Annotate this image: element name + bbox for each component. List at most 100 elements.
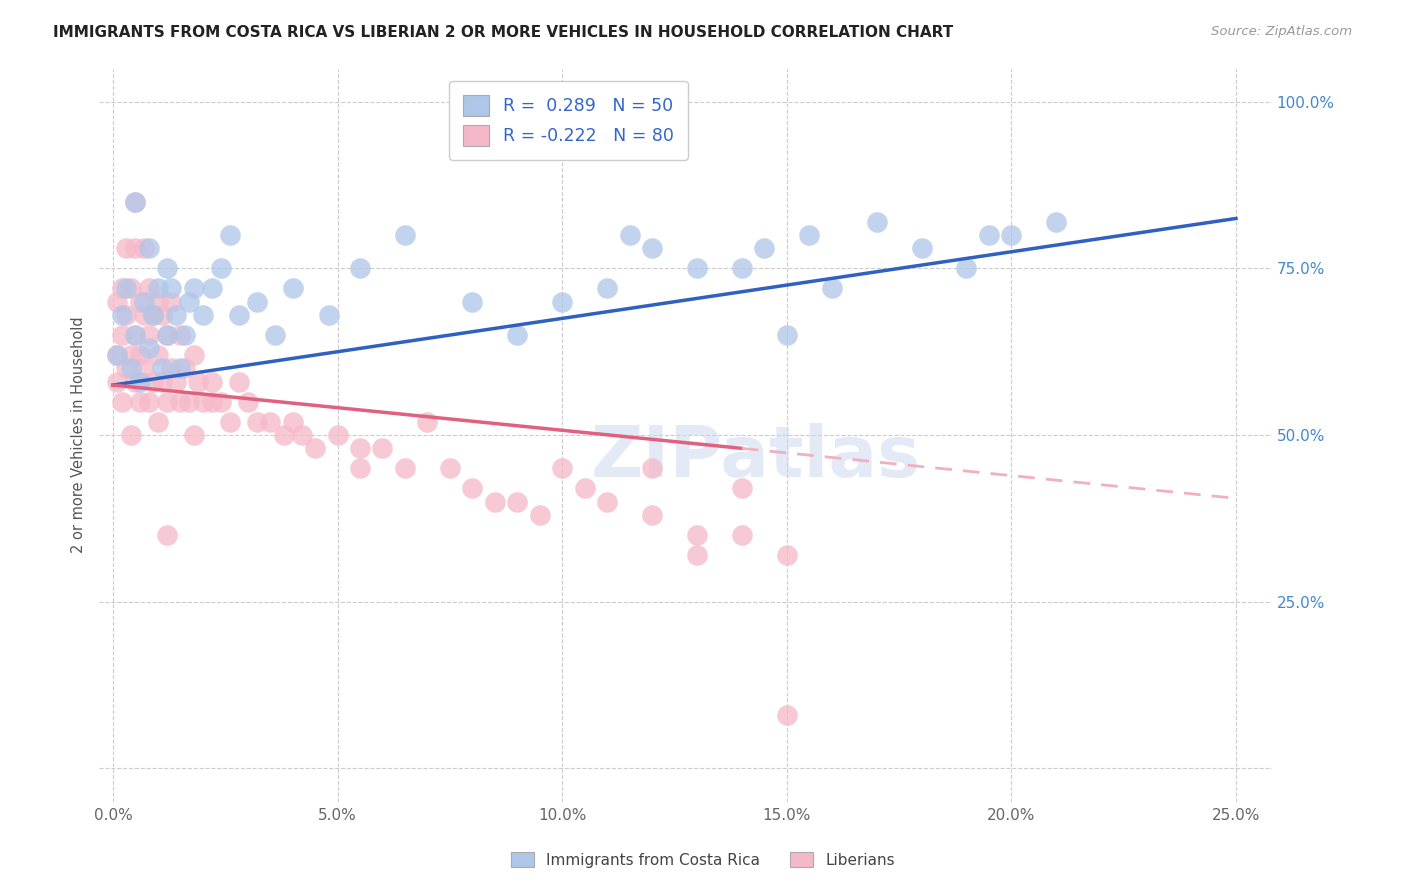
- Point: [142, 308, 165, 322]
- Point: [142, 308, 165, 322]
- Point: [281, 415, 304, 429]
- Point: [1000, 228, 1022, 243]
- Point: [120, 348, 142, 362]
- Point: [128, 294, 150, 309]
- Point: [160, 294, 183, 309]
- Point: [218, 228, 240, 243]
- Point: [128, 394, 150, 409]
- Point: [115, 308, 138, 322]
- Point: [228, 308, 250, 322]
- Point: [349, 442, 371, 456]
- Point: [134, 294, 156, 309]
- Point: [120, 361, 142, 376]
- Point: [910, 242, 932, 256]
- Point: [731, 261, 754, 276]
- Point: [165, 308, 187, 322]
- Point: [686, 261, 709, 276]
- Point: [349, 261, 371, 276]
- Point: [138, 342, 160, 356]
- Point: [326, 428, 349, 442]
- Point: [865, 215, 887, 229]
- Point: [506, 328, 529, 343]
- Point: [111, 328, 134, 343]
- Point: [977, 228, 1000, 243]
- Point: [209, 394, 232, 409]
- Point: [209, 261, 232, 276]
- Point: [179, 294, 201, 309]
- Point: [1045, 215, 1067, 229]
- Point: [686, 548, 709, 562]
- Point: [731, 528, 754, 542]
- Point: [304, 442, 326, 456]
- Point: [128, 375, 150, 389]
- Point: [183, 281, 205, 295]
- Point: [551, 294, 574, 309]
- Point: [128, 348, 150, 362]
- Legend: R =  0.289   N = 50, R = -0.222   N = 80: R = 0.289 N = 50, R = -0.222 N = 80: [449, 81, 688, 160]
- Point: [124, 328, 146, 343]
- Point: [416, 415, 439, 429]
- Point: [799, 228, 821, 243]
- Point: [641, 508, 664, 522]
- Point: [506, 494, 529, 508]
- Point: [273, 428, 295, 442]
- Text: IMMIGRANTS FROM COSTA RICA VS LIBERIAN 2 OR MORE VEHICLES IN HOUSEHOLD CORRELATI: IMMIGRANTS FROM COSTA RICA VS LIBERIAN 2…: [53, 25, 953, 40]
- Point: [461, 481, 484, 495]
- Point: [115, 361, 138, 376]
- Point: [107, 348, 129, 362]
- Point: [619, 228, 641, 243]
- Point: [124, 194, 146, 209]
- Point: [529, 508, 551, 522]
- Point: [150, 308, 173, 322]
- Point: [146, 415, 169, 429]
- Point: [169, 328, 191, 343]
- Point: [111, 281, 134, 295]
- Point: [596, 494, 619, 508]
- Point: [160, 361, 183, 376]
- Point: [134, 308, 156, 322]
- Point: [318, 308, 340, 322]
- Point: [218, 415, 240, 429]
- Point: [201, 281, 224, 295]
- Point: [115, 281, 138, 295]
- Point: [246, 415, 269, 429]
- Point: [173, 361, 195, 376]
- Point: [107, 294, 129, 309]
- Point: [124, 328, 146, 343]
- Point: [142, 375, 165, 389]
- Point: [124, 242, 146, 256]
- Point: [146, 348, 169, 362]
- Point: [754, 242, 776, 256]
- Point: [169, 394, 191, 409]
- Point: [111, 308, 134, 322]
- Point: [776, 707, 799, 722]
- Point: [124, 375, 146, 389]
- Point: [120, 428, 142, 442]
- Point: [183, 428, 205, 442]
- Point: [246, 294, 269, 309]
- Point: [107, 375, 129, 389]
- Point: [201, 375, 224, 389]
- Point: [146, 281, 169, 295]
- Point: [187, 375, 209, 389]
- Point: [290, 428, 312, 442]
- Point: [821, 281, 844, 295]
- Point: [150, 361, 173, 376]
- Point: [776, 548, 799, 562]
- Point: [955, 261, 977, 276]
- Point: [461, 294, 484, 309]
- Point: [138, 281, 160, 295]
- Point: [641, 242, 664, 256]
- Point: [281, 281, 304, 295]
- Point: [150, 375, 173, 389]
- Point: [115, 242, 138, 256]
- Point: [111, 394, 134, 409]
- Point: [179, 394, 201, 409]
- Point: [173, 328, 195, 343]
- Point: [156, 261, 179, 276]
- Y-axis label: 2 or more Vehicles in Household: 2 or more Vehicles in Household: [72, 317, 86, 553]
- Point: [394, 461, 416, 475]
- Point: [120, 281, 142, 295]
- Point: [574, 481, 596, 495]
- Point: [156, 394, 179, 409]
